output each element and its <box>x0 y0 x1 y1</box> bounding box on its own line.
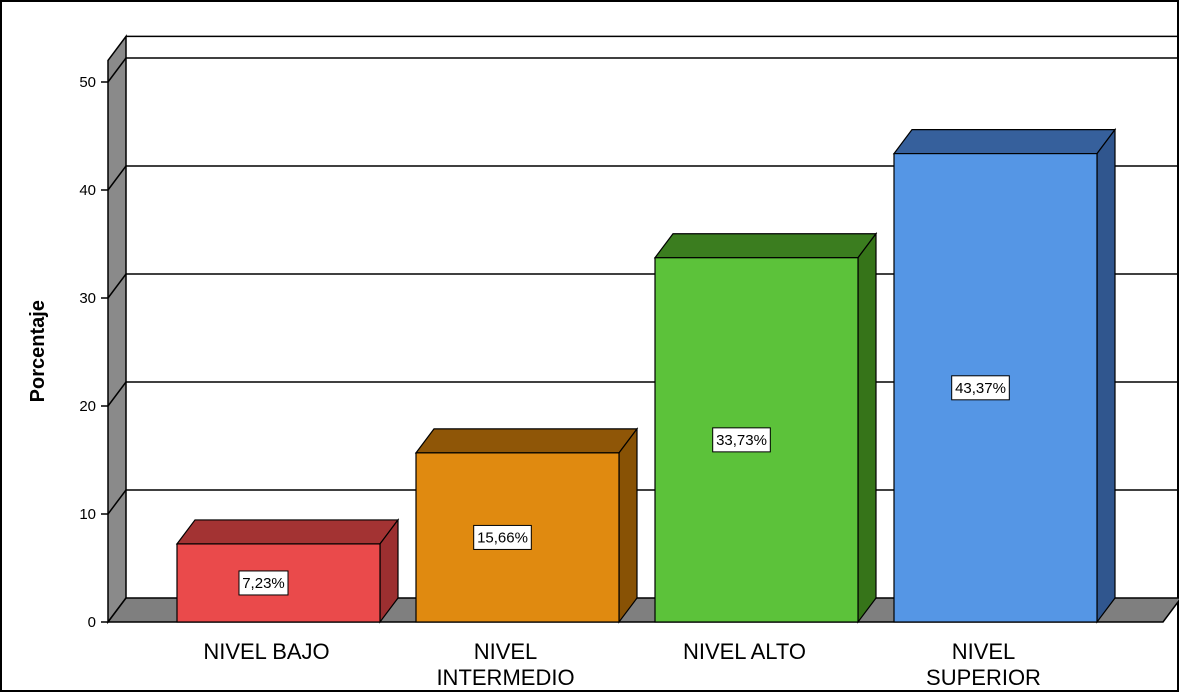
data-label-box <box>473 524 532 550</box>
y-tick-label: 20 <box>79 398 96 415</box>
bar: 33,73% <box>653 231 878 624</box>
y-tick-label: 40 <box>79 182 96 199</box>
data-label-box <box>712 427 771 453</box>
x-tick-label: NIVEL SUPERIOR <box>926 639 1041 690</box>
gridline-wall <box>107 381 127 407</box>
data-label-box <box>951 375 1010 401</box>
bar: 15,66% <box>414 427 639 624</box>
bar-side-face <box>618 427 638 624</box>
y-tick-label: 0 <box>88 614 96 631</box>
data-label-box <box>238 570 289 596</box>
x-tick-label-line: NIVEL <box>952 639 1016 664</box>
gridline-wall <box>107 489 127 515</box>
data-label: 43,37% <box>955 380 1006 397</box>
data-label: 33,73% <box>716 432 767 449</box>
gridline-wall <box>107 57 127 83</box>
x-tick-label: NIVEL BAJO <box>203 639 329 664</box>
axis-wall <box>107 34 127 625</box>
bar-side-face <box>1096 127 1116 624</box>
gridline-wall <box>107 165 127 191</box>
y-tick-label: 30 <box>79 290 96 307</box>
bar: 7,23% <box>175 518 400 624</box>
data-label: 7,23% <box>242 575 285 592</box>
x-tick-label: NIVEL ALTO <box>683 639 806 664</box>
bar-top-face <box>653 233 878 259</box>
bar-top-face <box>414 428 639 454</box>
bar: 43,37% <box>892 127 1117 624</box>
x-tick-label-line: SUPERIOR <box>926 665 1041 690</box>
y-tick-label: 50 <box>79 74 96 91</box>
y-tick-label: 10 <box>79 506 96 523</box>
y-axis-title: Porcentaje <box>27 300 49 402</box>
x-tick-label-line: NIVEL <box>474 639 538 664</box>
data-label: 15,66% <box>477 529 528 546</box>
bar-top-face <box>175 519 400 545</box>
x-tick-label-line: NIVEL ALTO <box>683 639 806 664</box>
bar-top-face <box>892 129 1117 155</box>
x-tick-label-line: NIVEL BAJO <box>203 639 329 664</box>
x-tick-label-line: INTERMEDIO <box>436 665 574 690</box>
gridline-wall <box>107 273 127 299</box>
bar-side-face <box>857 231 877 624</box>
x-tick-label: NIVEL INTERMEDIO <box>436 639 574 690</box>
